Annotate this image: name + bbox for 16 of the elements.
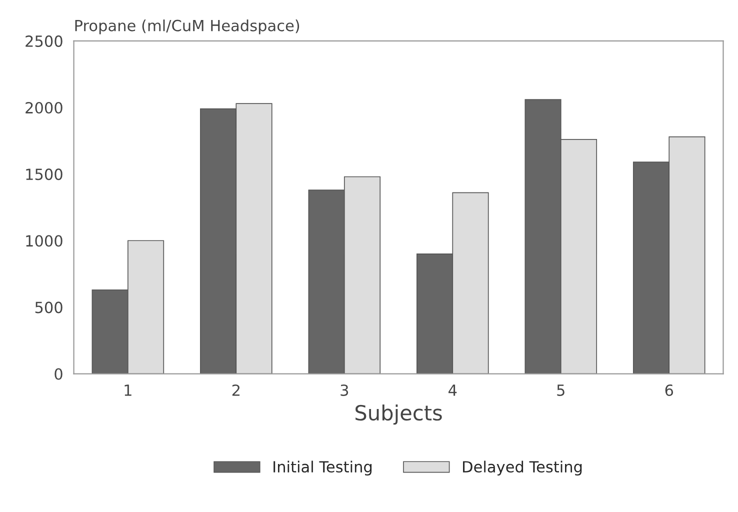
y-tick-label: 2500 [26,35,62,47]
y-tick-label: 500 [35,302,62,314]
x-axis-title: Subjects [356,404,442,425]
legend-label: Initial Testing [274,460,372,476]
x-tick-label: 2 [232,384,240,396]
x-tick-label: 5 [557,384,564,396]
x-tick-label: 1 [124,384,132,396]
legend-label: Delayed Testing [463,460,582,476]
x-tick-label: 3 [340,384,348,396]
y-tick-label: 1000 [26,235,62,247]
y-tick-label: 2000 [26,102,62,114]
x-tick-label: 6 [665,384,674,396]
y-tick-label: 0 [54,368,62,380]
y-axis-title: Propane (ml/CuM Headspace) [75,20,300,34]
y-tick-label: 1500 [26,168,62,180]
x-tick-label: 4 [448,384,457,396]
